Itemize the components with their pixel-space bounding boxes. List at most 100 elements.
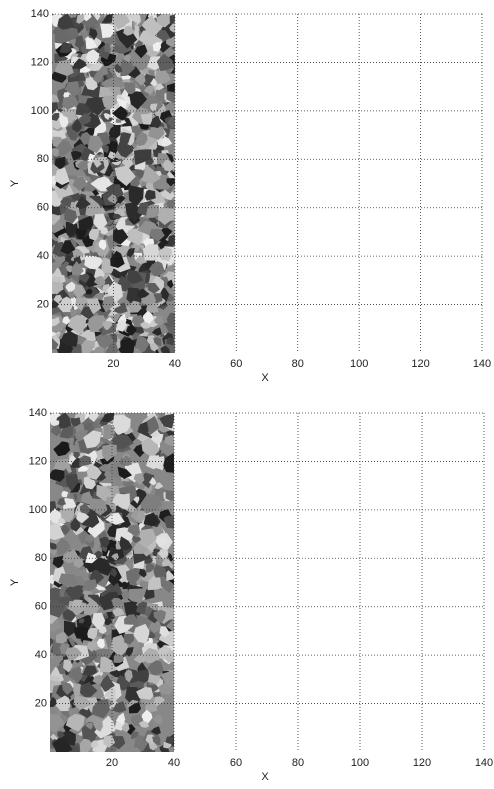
- grain: [152, 736, 161, 746]
- grain: [85, 534, 95, 544]
- grain: [55, 413, 72, 429]
- x-tick-label: 120: [411, 358, 429, 370]
- grain: [165, 101, 175, 114]
- grain: [161, 671, 174, 690]
- grain: [133, 623, 150, 644]
- grain: [127, 228, 143, 246]
- grain: [157, 206, 175, 225]
- grain: [54, 59, 74, 76]
- grain: [141, 438, 160, 458]
- y-tick-label: 20: [35, 697, 47, 709]
- grain: [142, 484, 153, 494]
- grain: [52, 281, 64, 295]
- grain: [116, 712, 126, 725]
- grain: [149, 343, 159, 352]
- grain: [119, 536, 133, 550]
- grain: [112, 736, 126, 750]
- grain: [123, 633, 135, 645]
- grain: [166, 178, 175, 187]
- grain: [96, 638, 105, 650]
- grain: [98, 464, 108, 472]
- grain: [151, 327, 162, 336]
- grain: [140, 321, 150, 329]
- grain: [153, 337, 162, 347]
- grain: [156, 53, 175, 72]
- grain: [53, 294, 63, 304]
- grain: [113, 229, 129, 245]
- x-tick-label: 140: [475, 757, 493, 769]
- grain: [70, 517, 81, 532]
- grain: [98, 625, 107, 634]
- grain: [94, 159, 102, 168]
- grain: [152, 42, 162, 52]
- grain: [62, 608, 77, 622]
- grain: [166, 199, 175, 208]
- grain: [134, 334, 150, 353]
- grain: [52, 112, 60, 121]
- grain: [116, 140, 134, 158]
- grain: [133, 669, 150, 683]
- grain: [79, 131, 92, 146]
- y-tick-label: 100: [31, 105, 49, 117]
- grain: [128, 300, 142, 313]
- grain: [86, 464, 102, 480]
- y-tick-label: 60: [35, 601, 47, 613]
- grain: [64, 620, 77, 637]
- grain: [141, 709, 153, 724]
- grain: [99, 536, 110, 548]
- grain: [79, 455, 92, 467]
- grain: [71, 599, 83, 608]
- grain: [166, 91, 175, 103]
- grain: [85, 49, 100, 65]
- grain: [55, 631, 68, 644]
- grain: [168, 234, 175, 246]
- grain: [104, 496, 117, 506]
- grain: [146, 415, 160, 436]
- grain: [146, 204, 160, 218]
- grain: [131, 535, 142, 543]
- grain: [141, 15, 163, 37]
- grain: [149, 228, 165, 242]
- grain: [147, 660, 164, 676]
- grain: [133, 149, 152, 166]
- grain: [92, 422, 99, 429]
- grain: [145, 562, 155, 573]
- grain: [106, 282, 123, 303]
- grain: [64, 81, 81, 97]
- grain: [85, 722, 93, 730]
- x-tick-label: 60: [230, 358, 242, 370]
- grain: [72, 284, 87, 299]
- x-tick-label: 80: [292, 358, 304, 370]
- grain: [80, 306, 94, 320]
- grain: [107, 151, 116, 161]
- grain: [140, 112, 153, 125]
- grain: [164, 650, 174, 663]
- grain: [136, 686, 154, 700]
- grain: [103, 113, 111, 120]
- grain: [169, 23, 175, 33]
- grain: [135, 169, 146, 179]
- grain: [148, 261, 165, 277]
- grain: [117, 466, 133, 479]
- grain: [102, 295, 115, 313]
- grain: [110, 250, 125, 268]
- grain: [52, 206, 61, 217]
- grain: [112, 433, 134, 450]
- y-tick-label: 80: [37, 153, 49, 165]
- x-axis-label: X: [261, 372, 269, 384]
- grain: [147, 282, 160, 294]
- grain: [50, 714, 65, 733]
- x-tick-label: 100: [350, 358, 368, 370]
- grain: [128, 125, 142, 138]
- grain: [67, 666, 83, 683]
- grain: [85, 197, 102, 218]
- grain: [50, 469, 65, 482]
- grain: [92, 70, 103, 84]
- grain: [54, 167, 70, 185]
- grain: [142, 243, 160, 261]
- grain: [77, 160, 91, 171]
- grain: [154, 696, 165, 707]
- grain: [167, 279, 174, 289]
- axes: 20 40 60 80 100 120 140 20 40 60 80 100 120 140 X Y: [9, 407, 493, 783]
- grain: [59, 425, 74, 439]
